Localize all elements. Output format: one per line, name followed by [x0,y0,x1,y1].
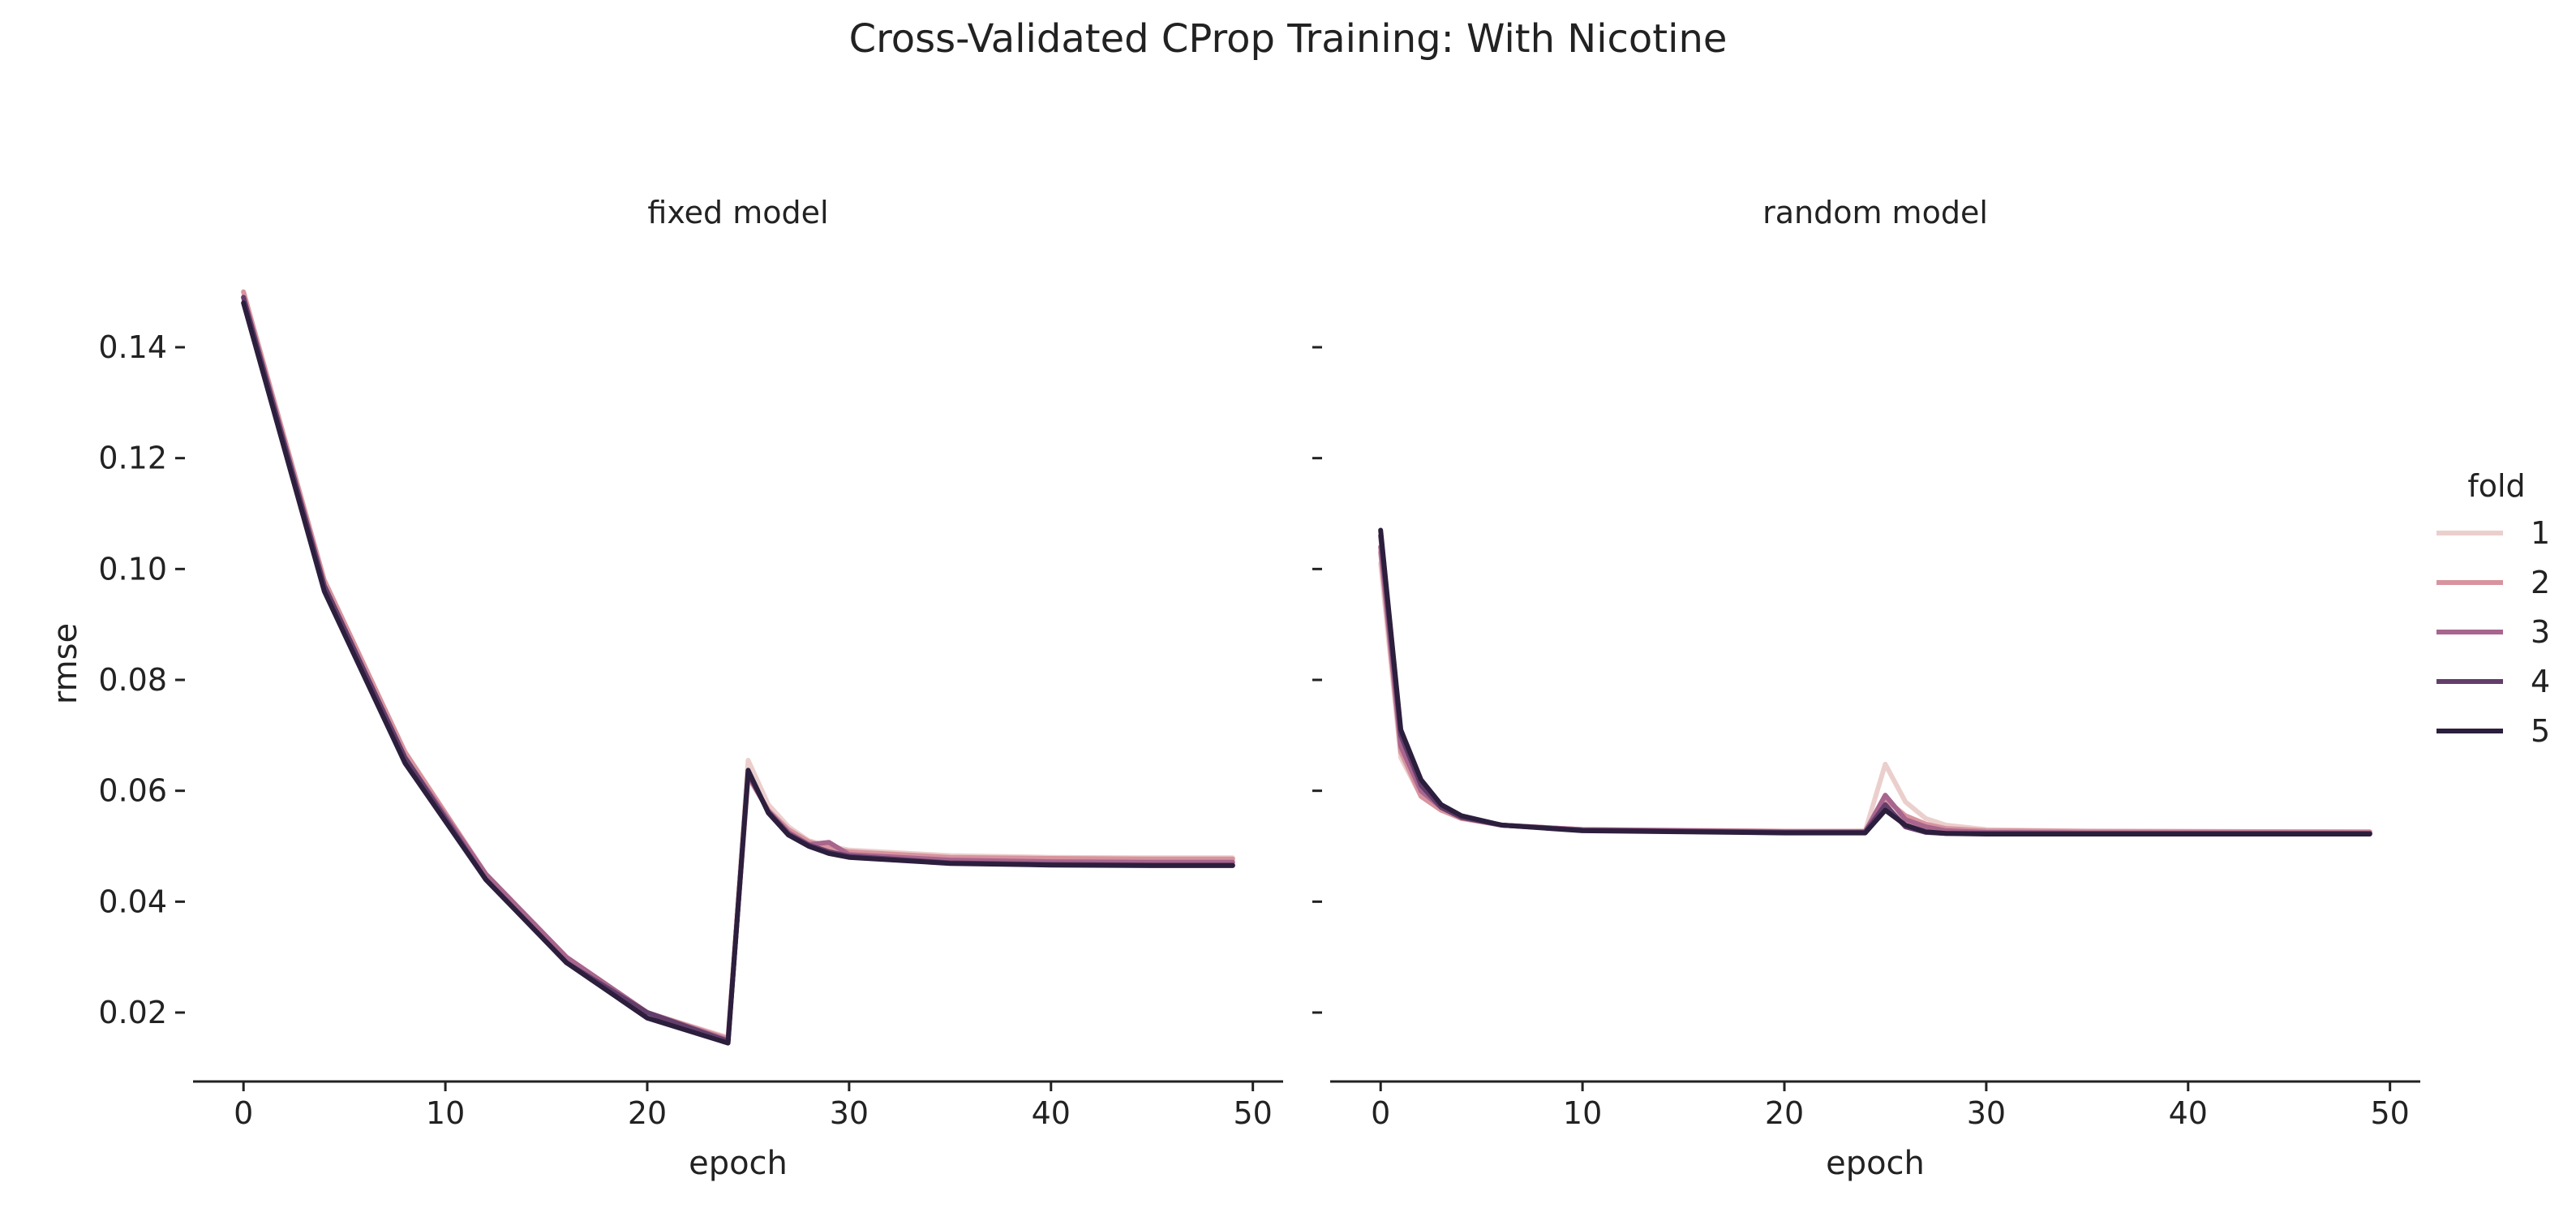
x-tick-label: 0 [1371,1095,1390,1131]
x-tick-label: 30 [1967,1095,2006,1131]
legend-label: 1 [2531,515,2550,551]
series-line-fold-4 [1378,533,2372,836]
legend-label: 5 [2531,713,2550,749]
y-tick-label: 0.02 [98,995,167,1030]
panels-container: fixed model 0 10 20 30 40 50 epoch 0.02 0.04 0.06 0… [47,195,2420,1182]
x-tick-label: 40 [2169,1095,2208,1131]
x-axis-label: epoch [1826,1145,1925,1182]
y-tick-label: 0.08 [98,662,167,698]
x-tick-label: 0 [234,1095,253,1131]
legend-item: 5 [2436,713,2550,749]
legend-label: 3 [2531,614,2550,650]
panel-1: fixed model 0 10 20 30 40 50 epoch 0.02 0.04 0.06 0… [47,195,1283,1182]
y-tick-label: 0.04 [98,884,167,919]
panel-2: random model 0 10 20 30 40 50 epoch [1312,195,2420,1182]
x-tick-label: 30 [830,1095,869,1131]
x-tick-label: 10 [1563,1095,1602,1131]
series-line-fold-1 [1378,561,2372,835]
x-tick-label: 10 [426,1095,465,1131]
legend-item: 1 [2436,515,2550,551]
x-tick-label: 20 [1765,1095,1804,1131]
x-tick-label: 20 [628,1095,667,1131]
series-line-fold-5 [241,300,1235,1046]
chart-title: Cross-Validated CProp Training: With Nic… [849,16,1728,62]
x-tick-label: 50 [1233,1095,1272,1131]
x-tick-label: 50 [2370,1095,2409,1131]
y-tick-label: 0.06 [98,773,167,809]
legend-label: 2 [2531,565,2550,600]
x-tick-label: 40 [1032,1095,1071,1131]
y-tick-label: 0.12 [98,441,167,476]
y-axis-label: rmse [47,623,84,704]
panel-title: random model [1762,195,1988,230]
y-tick-label: 0.14 [98,329,167,365]
legend-item: 3 [2436,614,2550,650]
legend-title: fold [2467,468,2525,504]
legend-label: 4 [2531,664,2550,699]
x-axis-label: epoch [689,1145,788,1182]
panel-title: fixed model [647,195,828,230]
legend-item: 2 [2436,565,2550,600]
y-tick-label: 0.10 [98,551,167,587]
legend-item: 4 [2436,664,2550,699]
series-line-fold-5 [1378,527,2372,836]
